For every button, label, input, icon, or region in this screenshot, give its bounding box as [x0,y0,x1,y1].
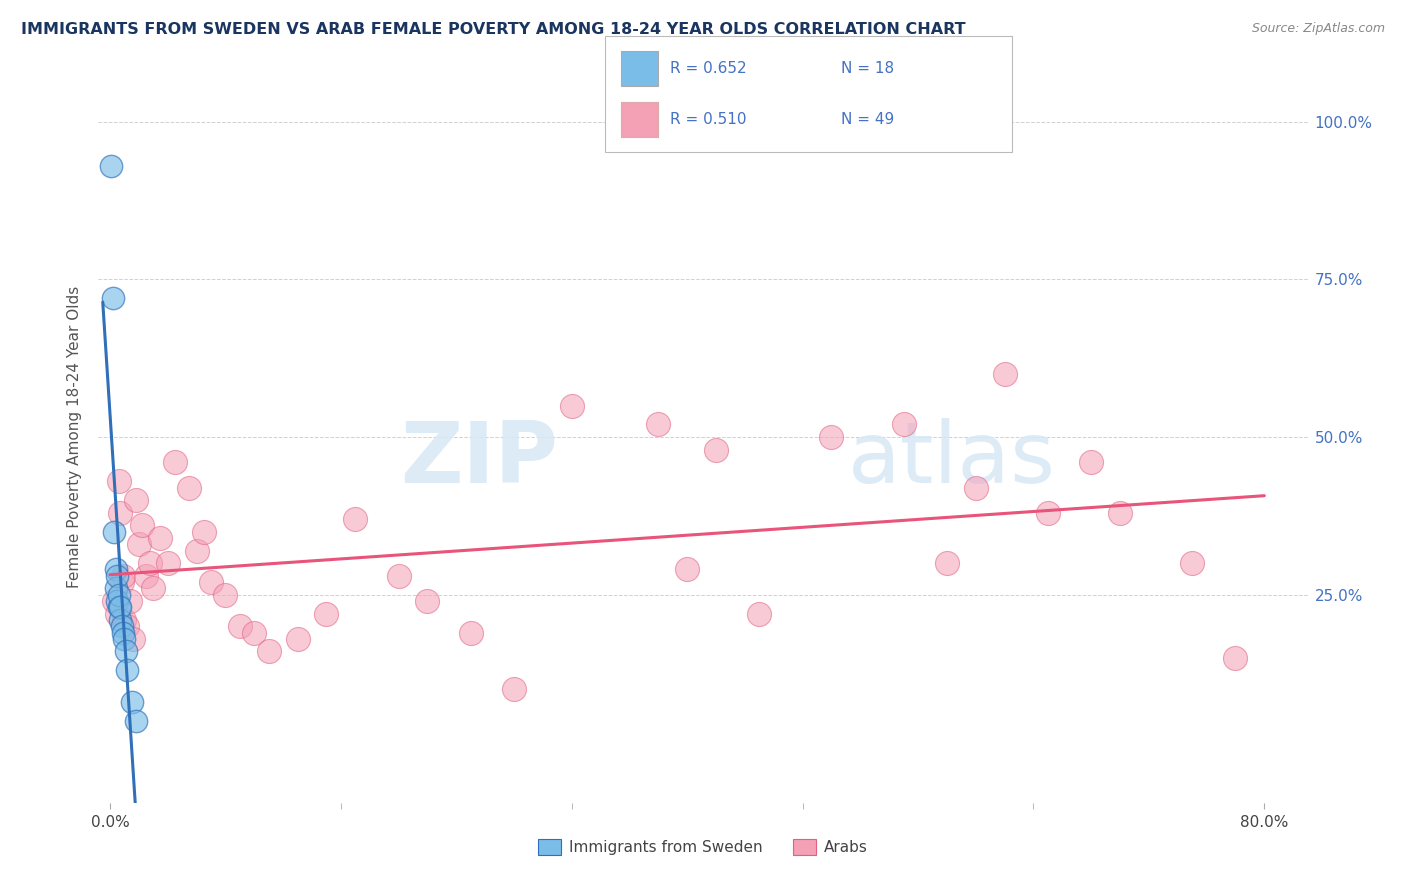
Point [117,664,139,678]
Point [214,588,236,602]
Point [179,481,201,495]
Point [122,632,145,646]
Point [460,625,482,640]
Point [108,613,131,627]
Point [647,417,669,432]
Point [893,417,915,432]
Point [163,455,186,469]
Point [128,537,150,551]
Point [1109,506,1132,520]
Point [105,594,128,608]
Bar [621,102,658,136]
Point [117,619,139,633]
Point [103,524,125,539]
Point [344,512,367,526]
Point [503,682,526,697]
Point [103,594,125,608]
Point [101,291,124,305]
Point [131,518,153,533]
Point [107,474,129,488]
Point [120,594,142,608]
Point [107,588,129,602]
Point [186,543,208,558]
Text: N = 49: N = 49 [841,112,894,127]
Point [965,481,987,495]
Point [243,625,266,640]
Point [110,575,132,590]
Point [993,367,1015,381]
Point [135,569,157,583]
FancyBboxPatch shape [605,36,1012,152]
Text: R = 0.652: R = 0.652 [669,61,747,76]
Text: Source: ZipAtlas.com: Source: ZipAtlas.com [1251,22,1385,36]
Point [1036,506,1059,520]
Point [561,399,583,413]
Point [105,569,128,583]
Point [121,695,143,709]
Point [142,582,165,596]
Point [1181,556,1204,570]
Point [193,524,215,539]
Point [112,613,135,627]
Point [287,632,309,646]
Point [107,600,129,615]
Point [104,582,127,596]
Point [112,632,135,646]
Point [108,600,131,615]
Point [111,569,134,583]
Point [156,556,179,570]
Text: N = 18: N = 18 [841,61,894,76]
Point [114,644,136,658]
Point [1080,455,1102,469]
Point [125,493,148,508]
Text: R = 0.510: R = 0.510 [669,112,747,127]
Text: IMMIGRANTS FROM SWEDEN VS ARAB FEMALE POVERTY AMONG 18-24 YEAR OLDS CORRELATION : IMMIGRANTS FROM SWEDEN VS ARAB FEMALE PO… [21,22,966,37]
Point [200,575,222,590]
Point [387,569,409,583]
Point [1225,650,1247,665]
Point [125,714,148,728]
Point [149,531,172,545]
Point [416,594,439,608]
Point [139,556,162,570]
Point [108,506,131,520]
Point [105,607,128,621]
Point [110,619,132,633]
Point [935,556,957,570]
Point [315,607,337,621]
Point [111,625,134,640]
Point [104,562,127,576]
Point [748,607,770,621]
Point [704,442,727,457]
Text: atlas: atlas [848,417,1056,500]
Point [676,562,699,576]
Point [229,619,252,633]
Legend: Immigrants from Sweden, Arabs: Immigrants from Sweden, Arabs [533,833,873,861]
Text: ZIP: ZIP [401,417,558,500]
Point [820,430,842,444]
Point [257,644,280,658]
Point [100,159,122,173]
Bar [621,51,658,86]
Y-axis label: Female Poverty Among 18-24 Year Olds: Female Poverty Among 18-24 Year Olds [67,286,83,588]
